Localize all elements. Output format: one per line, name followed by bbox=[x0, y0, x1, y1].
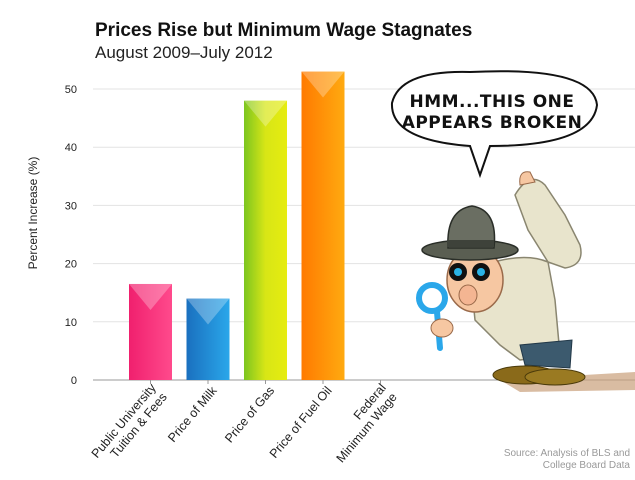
bar bbox=[301, 71, 345, 380]
y-tick-label: 20 bbox=[65, 259, 77, 271]
bar bbox=[186, 298, 230, 380]
bar-highlight bbox=[244, 100, 287, 127]
source-note-line1: Source: Analysis of BLS and bbox=[504, 448, 630, 459]
x-tick-label: FederalMinimum Wage bbox=[323, 381, 400, 465]
y-tick-label: 10 bbox=[65, 317, 77, 329]
x-tick-label: Price of Milk bbox=[165, 383, 220, 445]
chart-subtitle: August 2009–July 2012 bbox=[95, 43, 273, 62]
bar-highlight bbox=[186, 298, 230, 325]
source-note-line2: College Board Data bbox=[543, 460, 631, 471]
y-tick-label: 30 bbox=[65, 200, 77, 212]
y-axis-ticks: 0 10 20 30 40 50 bbox=[65, 84, 77, 387]
y-tick-label: 50 bbox=[65, 84, 77, 96]
speech-bubble-line1: HMM...THIS ONE bbox=[409, 92, 574, 112]
x-tick-label: Price of Fuel Oil bbox=[267, 384, 335, 461]
y-axis-label: Percent Increase (%) bbox=[26, 157, 40, 270]
speech-bubble-line2: APPEARS BROKEN bbox=[402, 113, 583, 133]
bars bbox=[129, 71, 381, 384]
y-tick-label: 40 bbox=[65, 142, 77, 154]
y-tick-label: 0 bbox=[71, 375, 77, 387]
bar bbox=[129, 283, 172, 380]
x-tick-label: Public UniversityTuition & Fees bbox=[89, 380, 171, 470]
x-tick-label: Price of Gas bbox=[222, 384, 277, 446]
bar bbox=[244, 100, 287, 380]
detective-with-magnifying-glass-icon: HMM...THIS ONE APPEARS BROKEN bbox=[390, 70, 635, 392]
bar-highlight bbox=[301, 71, 345, 98]
speech-bubble bbox=[390, 70, 599, 179]
bar-highlight bbox=[129, 283, 172, 310]
chart-title: Prices Rise but Minimum Wage Stagnates bbox=[95, 20, 472, 41]
